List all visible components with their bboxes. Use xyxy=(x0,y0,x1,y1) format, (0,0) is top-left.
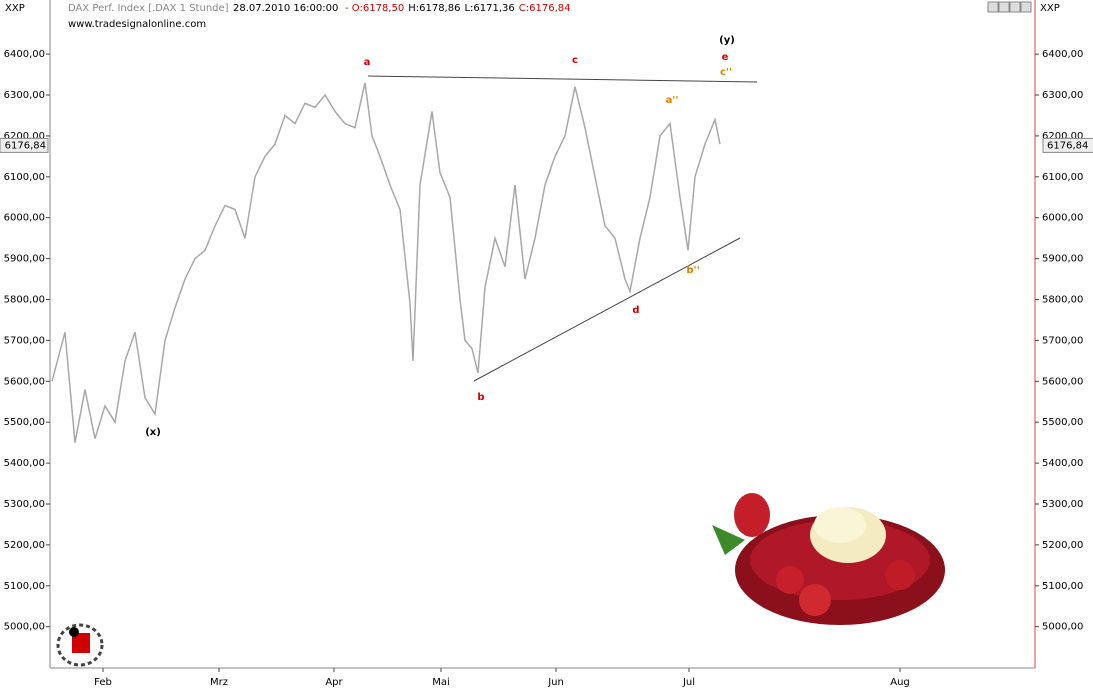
y-tick-label-right: 5600,00 xyxy=(1042,376,1083,387)
button[interactable] xyxy=(1020,1,1032,13)
y-tick-label-right: 5300,00 xyxy=(1042,499,1083,510)
wave-label: e xyxy=(722,52,729,63)
x-tick-label: Mrz xyxy=(210,677,228,688)
x-tick-label: Jun xyxy=(547,677,564,688)
y-tick-label: 5200,00 xyxy=(4,540,45,551)
last-price-label-right: 6176,84 xyxy=(1047,140,1088,151)
wave-label: (y) xyxy=(719,35,735,46)
chart-title: DAX Perf. Index [.DAX 1 Stunde] xyxy=(68,3,229,14)
ohlc-value: H:6178,86 xyxy=(408,3,460,14)
y-tick-label: 5900,00 xyxy=(4,254,45,265)
y-tick-label: 5300,00 xyxy=(4,499,45,510)
lower-trend-line xyxy=(473,237,741,382)
y-tick-label-right: 6000,00 xyxy=(1042,213,1083,224)
logo xyxy=(56,623,104,667)
ohlc-value: C:6176,84 xyxy=(519,3,571,14)
last-price-tag xyxy=(0,137,49,153)
wave-label: (x) xyxy=(145,427,161,438)
y-tick-label: 5500,00 xyxy=(4,417,45,428)
x-tick-label: Aug xyxy=(890,677,910,688)
wave-label: c'' xyxy=(720,67,732,78)
y-tick-label: 5600,00 xyxy=(4,376,45,387)
upper-trend-line xyxy=(367,75,758,83)
wave-label: b xyxy=(477,392,484,403)
wave-label: b'' xyxy=(686,265,699,276)
wave-label: a xyxy=(364,57,371,68)
instrument-code-right: XXP xyxy=(1040,3,1060,14)
window-buttons[interactable] xyxy=(987,1,1032,13)
source: www.tradesignalonline.com xyxy=(68,19,206,30)
ohlc-value: - O:6178,50 xyxy=(345,3,404,14)
y-tick-label-right: 5900,00 xyxy=(1042,254,1083,265)
y-tick-label: 6200,00 xyxy=(4,131,45,142)
last-price-tag-right xyxy=(1042,137,1093,153)
y-tick-label: 6100,00 xyxy=(4,172,45,183)
price-line xyxy=(51,82,721,443)
y-tick-label: 6400,00 xyxy=(4,49,45,60)
y-tick-label: 5700,00 xyxy=(4,335,45,346)
x-tick-label: Feb xyxy=(94,677,112,688)
y-tick-label: 5800,00 xyxy=(4,295,45,306)
y-tick-label-right: 5000,00 xyxy=(1042,622,1083,633)
y-tick-label-right: 5200,00 xyxy=(1042,540,1083,551)
instrument-code: XXP xyxy=(5,3,25,14)
y-tick-label: 6000,00 xyxy=(4,213,45,224)
y-tick-label-right: 5800,00 xyxy=(1042,295,1083,306)
y-tick-label: 5100,00 xyxy=(4,581,45,592)
x-tick-label: Mai xyxy=(432,677,450,688)
x-tick-label: Apr xyxy=(325,677,343,688)
y-tick-label-right: 5500,00 xyxy=(1042,417,1083,428)
datetime: 28.07.2010 16:00:00 xyxy=(233,3,338,14)
y-tick-label-right: 5400,00 xyxy=(1042,458,1083,469)
x-tick-label: Jul xyxy=(682,677,695,688)
last-price-label: 6176,84 xyxy=(5,140,46,151)
y-tick-label-right: 6100,00 xyxy=(1042,172,1083,183)
ohlc-value: L:6171,36 xyxy=(464,3,514,14)
wave-label: d xyxy=(632,305,639,316)
y-tick-label: 5400,00 xyxy=(4,458,45,469)
button[interactable] xyxy=(987,1,999,13)
wave-label: a'' xyxy=(666,95,679,106)
y-tick-label-right: 6400,00 xyxy=(1042,49,1083,60)
wave-label: c xyxy=(572,55,578,66)
y-tick-label: 6300,00 xyxy=(4,90,45,101)
button[interactable] xyxy=(1009,1,1021,13)
button[interactable] xyxy=(998,1,1010,13)
y-tick-label-right: 6300,00 xyxy=(1042,90,1083,101)
y-tick-label: 5000,00 xyxy=(4,622,45,633)
y-tick-label-right: 5700,00 xyxy=(1042,335,1083,346)
y-tick-label-right: 5100,00 xyxy=(1042,581,1083,592)
y-tick-label-right: 6200,00 xyxy=(1042,131,1083,142)
dessert-image xyxy=(712,493,945,625)
